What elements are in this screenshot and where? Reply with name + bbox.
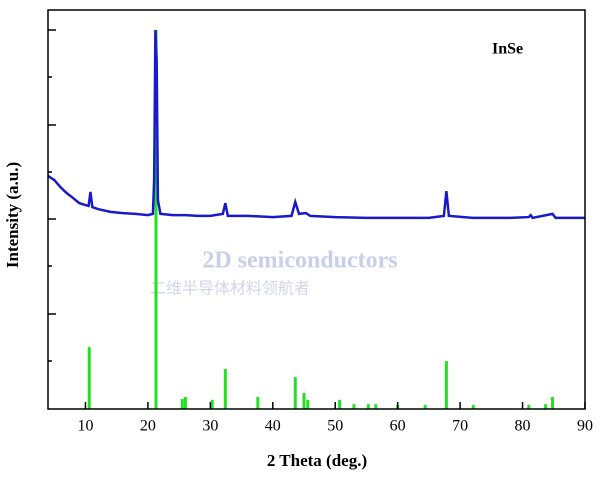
x-axis-label: 2 Theta (deg.) bbox=[267, 451, 367, 470]
y-axis-label: Intensity (a.u.) bbox=[3, 162, 22, 268]
watermark: 二维半导体材料领航者 bbox=[150, 280, 310, 298]
x-tick-label: 90 bbox=[577, 418, 593, 435]
annotation: InSe bbox=[492, 41, 523, 58]
x-tick-label: 50 bbox=[327, 418, 343, 435]
x-tick-label: 30 bbox=[202, 418, 218, 435]
plot-area bbox=[47, 29, 585, 409]
x-tick-label: 60 bbox=[390, 418, 406, 435]
watermark: 2D semiconductors bbox=[202, 248, 397, 274]
y-axis-ticks bbox=[48, 29, 56, 362]
x-tick-label: 40 bbox=[265, 418, 281, 435]
x-tick-label: 80 bbox=[515, 418, 531, 435]
pattern-line bbox=[47, 29, 585, 220]
x-tick-label: 70 bbox=[452, 418, 468, 435]
plot-frame bbox=[47, 9, 586, 410]
x-tick-label: 10 bbox=[77, 418, 93, 435]
x-tick-label: 20 bbox=[140, 418, 156, 435]
